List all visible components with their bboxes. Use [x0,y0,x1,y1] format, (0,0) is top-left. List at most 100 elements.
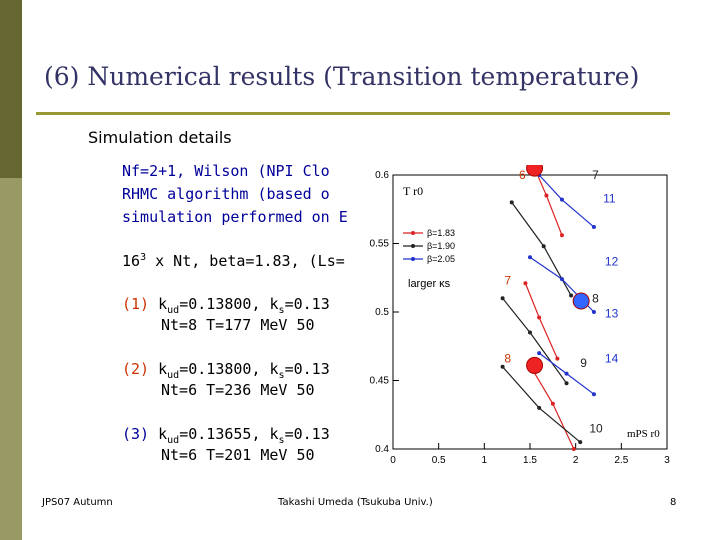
detail-line-3: simulation performed on E [122,208,348,226]
item-3-k: k [149,425,168,443]
detail-line-1: Nf=2+1, Wilson (NPI Clo [122,162,330,180]
item-2-ksub: ud [167,370,180,381]
series-point [541,244,546,249]
legend-entry: β=2.05 [427,254,455,264]
point-label: 8 [592,291,599,305]
series-point [523,281,528,286]
item-1-kval: =0.13800, k [179,295,279,313]
series-point [578,440,583,445]
x-tick-label: 0 [390,455,396,466]
footer-center: Takashi Umeda (Tsukuba Univ.) [278,497,433,508]
lattice-power: 3 [140,252,147,263]
item-1: (1) kud=0.13800, ks=0.13 [122,295,330,316]
item-2: (2) kud=0.13800, ks=0.13 [122,360,330,381]
series-point [571,447,576,451]
y-tick-label: 0.5 [375,307,389,318]
series-point [537,405,542,410]
footer-left: JPS07 Autumn [42,497,113,508]
lattice-params: x Nt, beta=1.83, (Ls= [146,252,345,270]
x-axis-label: mPS r0 [627,428,660,440]
legend-marker [411,244,415,248]
y-tick-label: 0.4 [375,444,389,455]
item-2-kssub: s [278,370,285,381]
legend-marker [411,231,415,235]
point-label: 6 [519,168,526,182]
item-2-k: k [149,360,168,378]
series-point [559,197,564,202]
series-line [534,167,563,236]
item-2-line2: Nt=6 T=236 MeV 50 [161,381,315,399]
point-label: 14 [605,352,619,366]
series-point [591,225,596,230]
point-label: 10 [589,422,603,436]
x-tick-label: 2 [573,455,579,466]
x-tick-label: 3 [664,455,670,466]
slide-subtitle: Simulation details [88,128,232,147]
highlight-point [526,159,544,177]
y-tick-label: 0.6 [375,170,389,181]
legend-entry: β=1.90 [427,241,455,251]
annotation-label: larger κs [408,278,451,290]
x-tick-label: 0.5 [432,455,446,466]
page-number: 8 [670,497,677,508]
series-point [591,310,596,314]
lattice-size: 16 [122,252,141,270]
item-3-kval: =0.13655, k [179,425,279,443]
point-label: 11 [603,191,616,205]
item-3-number: (3) [122,425,150,443]
series-point [537,315,542,320]
item-2-kval: =0.13800, k [179,360,279,378]
series-point [528,255,532,260]
series-line [524,283,558,359]
series-point [591,392,596,397]
x-tick-label: 1 [482,455,488,466]
item-2-number: (2) [122,360,150,378]
point-label: 7 [592,168,599,182]
series-point [569,293,574,298]
item-3-kssub: s [278,435,285,446]
series-point [559,277,564,282]
y-tick-label: 0.45 [370,376,390,387]
sidebar-band-dark [0,0,22,178]
item-3-ksval: =0.13 [284,425,330,443]
slide-title: (6) Numerical results (Transition temper… [44,62,640,91]
item-3: (3) kud=0.13655, ks=0.13 [122,425,330,446]
point-label: 12 [605,254,619,268]
point-label: 13 [605,306,619,320]
series-line [538,174,595,228]
transition-plot: 0 0.5 1 1.5 2 2.5 3 0.4 0.45 0.5 0.55 0.6 T r0 mPS r0… [365,159,685,473]
y-tick-label: 0.55 [370,239,390,250]
series-point [500,364,505,369]
title-rule [36,112,670,115]
series-line [511,202,572,296]
series-line [529,365,575,450]
series-point [500,296,505,301]
series-point [555,356,560,361]
lattice-line: 163 x Nt, beta=1.83, (Ls= [122,252,345,270]
item-3-line2: Nt=6 T=201 MeV 50 [161,446,315,464]
x-tick-label: 1.5 [523,455,537,466]
series-point [550,401,555,406]
series-point [564,371,569,376]
highlight-point [572,292,590,310]
item-1-number: (1) [122,295,150,313]
x-tick-label: 2.5 [614,455,628,466]
item-1-line2: Nt=8 T=177 MeV 50 [161,316,315,334]
item-1-ksval: =0.13 [284,295,330,313]
series-point [537,351,542,356]
series-point [559,233,564,238]
item-1-k: k [149,295,168,313]
series-point [528,330,532,335]
item-3-ksub: ud [167,435,180,446]
y-axis-label: T r0 [403,184,423,198]
item-2-ksval: =0.13 [284,360,330,378]
point-label: 7 [504,274,511,288]
item-1-ksub: ud [167,305,180,316]
highlight-point [526,356,544,374]
legend-marker [411,257,415,261]
series-line [502,366,581,443]
point-label: 8 [504,352,511,366]
plot-svg: 0 0.5 1 1.5 2 2.5 3 0.4 0.45 0.5 0.55 0.6 T r0 mPS r0… [370,159,670,466]
series-point [509,200,514,205]
series-point [564,381,569,386]
